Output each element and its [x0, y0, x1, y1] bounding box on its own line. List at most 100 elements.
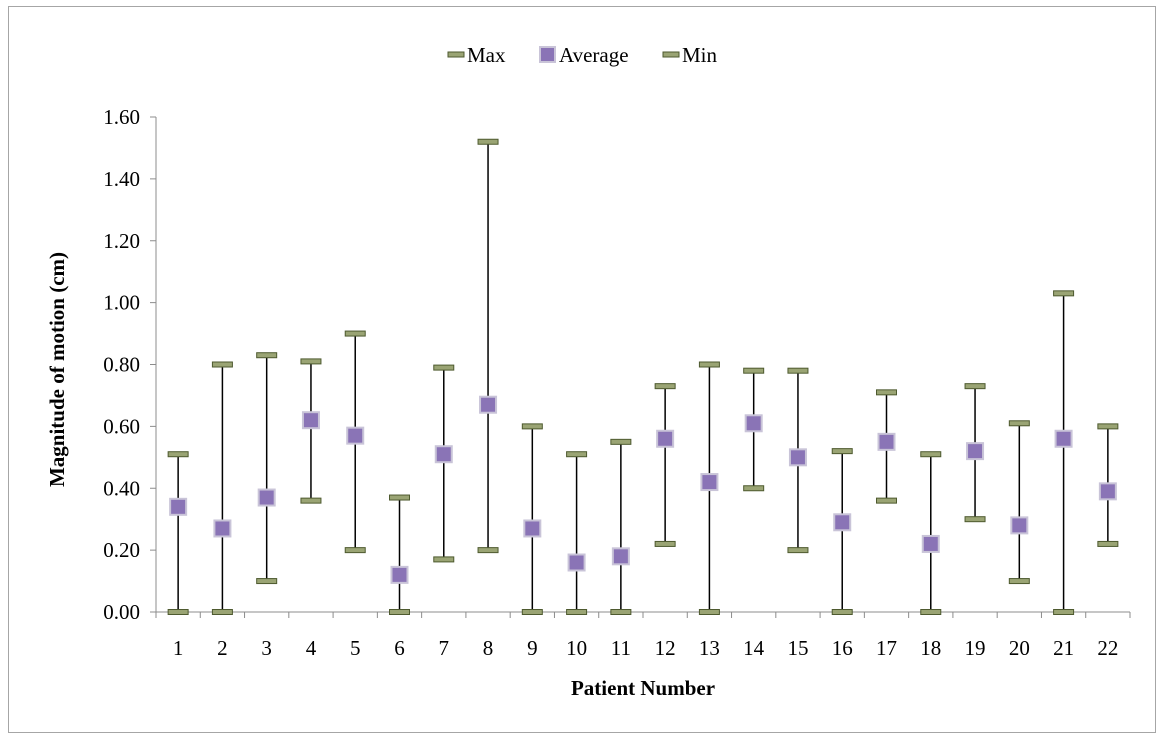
- marks: [167, 138, 1119, 615]
- average-point: [346, 426, 365, 445]
- average-point: [788, 448, 807, 467]
- x-tick-label: 8: [483, 636, 494, 660]
- x-tick-label: 10: [566, 636, 587, 660]
- average-point: [877, 432, 896, 451]
- max-point: [920, 451, 942, 458]
- min-point: [831, 609, 853, 615]
- y-tick-label: 0.80: [103, 353, 140, 377]
- min-point: [876, 497, 897, 504]
- y-tick-label: 0.20: [103, 538, 140, 562]
- min-point: [698, 609, 720, 615]
- x-tick-label: 6: [394, 636, 405, 660]
- average-point: [1010, 516, 1029, 535]
- y-axis: 0.00 0.20 0.40 0.60 0.80 1.00 1.20 1.40 1.60: [103, 105, 157, 624]
- legend-swatch: [662, 51, 680, 58]
- max-point: [1053, 290, 1075, 297]
- average-point: [479, 395, 498, 414]
- max-point: [964, 383, 986, 390]
- legend-label: Average: [559, 43, 629, 67]
- y-tick-label: 0.60: [103, 414, 140, 438]
- min-point: [1053, 609, 1075, 615]
- max-point: [477, 138, 499, 145]
- max-point: [211, 361, 233, 368]
- average-point: [1098, 482, 1117, 501]
- legend-item: Average: [539, 43, 629, 67]
- legend-item: Max: [447, 43, 506, 67]
- min-point: [477, 547, 499, 554]
- min-point: [566, 609, 588, 615]
- max-point: [521, 423, 543, 430]
- legend: Max Average Min: [447, 43, 718, 67]
- average-point: [966, 442, 985, 461]
- max-point: [344, 330, 366, 337]
- max-point: [610, 438, 632, 445]
- x-tick-label: 16: [832, 636, 853, 660]
- legend-label: Min: [682, 43, 718, 67]
- average-point: [921, 534, 940, 553]
- x-tick-label: 4: [306, 636, 317, 660]
- y-tick-label: 0.40: [103, 476, 140, 500]
- max-point: [743, 367, 765, 374]
- average-point: [1054, 429, 1073, 448]
- average-point: [611, 547, 630, 566]
- max-point: [787, 367, 809, 374]
- legend-swatch: [539, 46, 556, 63]
- x-tick-label: 18: [920, 636, 941, 660]
- min-point: [433, 556, 455, 563]
- y-tick-label: 1.40: [103, 167, 140, 191]
- min-point: [211, 609, 233, 615]
- min-point: [787, 547, 809, 554]
- average-point: [523, 519, 542, 538]
- average-point: [656, 429, 675, 448]
- x-tick-label: 12: [655, 636, 676, 660]
- y-tick-label: 1.20: [103, 229, 140, 253]
- min-point: [167, 609, 189, 615]
- average-point: [434, 445, 453, 464]
- min-point: [256, 578, 278, 585]
- average-point: [301, 411, 320, 430]
- average-point: [390, 565, 409, 584]
- x-tick-label: 5: [350, 636, 361, 660]
- max-point: [433, 364, 455, 371]
- max-point: [654, 383, 676, 390]
- whiskers: [177, 141, 1109, 612]
- x-tick-label: 13: [699, 636, 720, 660]
- max-point: [167, 451, 189, 458]
- x-tick-label: 9: [527, 636, 538, 660]
- average-point: [169, 497, 188, 516]
- x-tick-label: 7: [439, 636, 450, 660]
- min-point: [610, 609, 632, 615]
- min-point: [654, 540, 676, 547]
- max-point: [831, 448, 853, 455]
- min-point: [920, 609, 942, 615]
- average-point: [744, 414, 763, 433]
- max-point: [389, 494, 410, 501]
- x-tick-label: 14: [743, 636, 765, 660]
- min-point: [1008, 578, 1030, 585]
- y-axis-title: Magnitude of motion (cm): [45, 252, 69, 487]
- max-point: [1097, 423, 1119, 430]
- x-tick-label: 11: [611, 636, 631, 660]
- x-tick-label: 3: [261, 636, 272, 660]
- max-point: [876, 389, 897, 396]
- legend-swatch: [447, 51, 465, 58]
- x-tick-label: 1: [173, 636, 184, 660]
- x-axis-title: Patient Number: [571, 676, 715, 700]
- min-point: [344, 547, 366, 554]
- min-point: [1097, 540, 1119, 547]
- max-point: [256, 352, 278, 359]
- legend-label: Max: [467, 43, 506, 67]
- x-tick-label: 17: [876, 636, 897, 660]
- min-point: [300, 497, 322, 504]
- x-tick-label: 15: [787, 636, 808, 660]
- max-point: [300, 358, 322, 365]
- min-point: [743, 485, 765, 492]
- average-point: [833, 513, 852, 532]
- min-point: [964, 516, 986, 523]
- min-point: [389, 609, 410, 615]
- average-point: [213, 519, 232, 538]
- x-tick-label: 2: [217, 636, 228, 660]
- x-axis: 1 2 3 4 5 6 7 8 9 10 11 12 13 14 15 16 17 18 19 20 21 22: [155, 611, 1131, 660]
- min-point: [521, 609, 543, 615]
- x-tick-label: 20: [1009, 636, 1030, 660]
